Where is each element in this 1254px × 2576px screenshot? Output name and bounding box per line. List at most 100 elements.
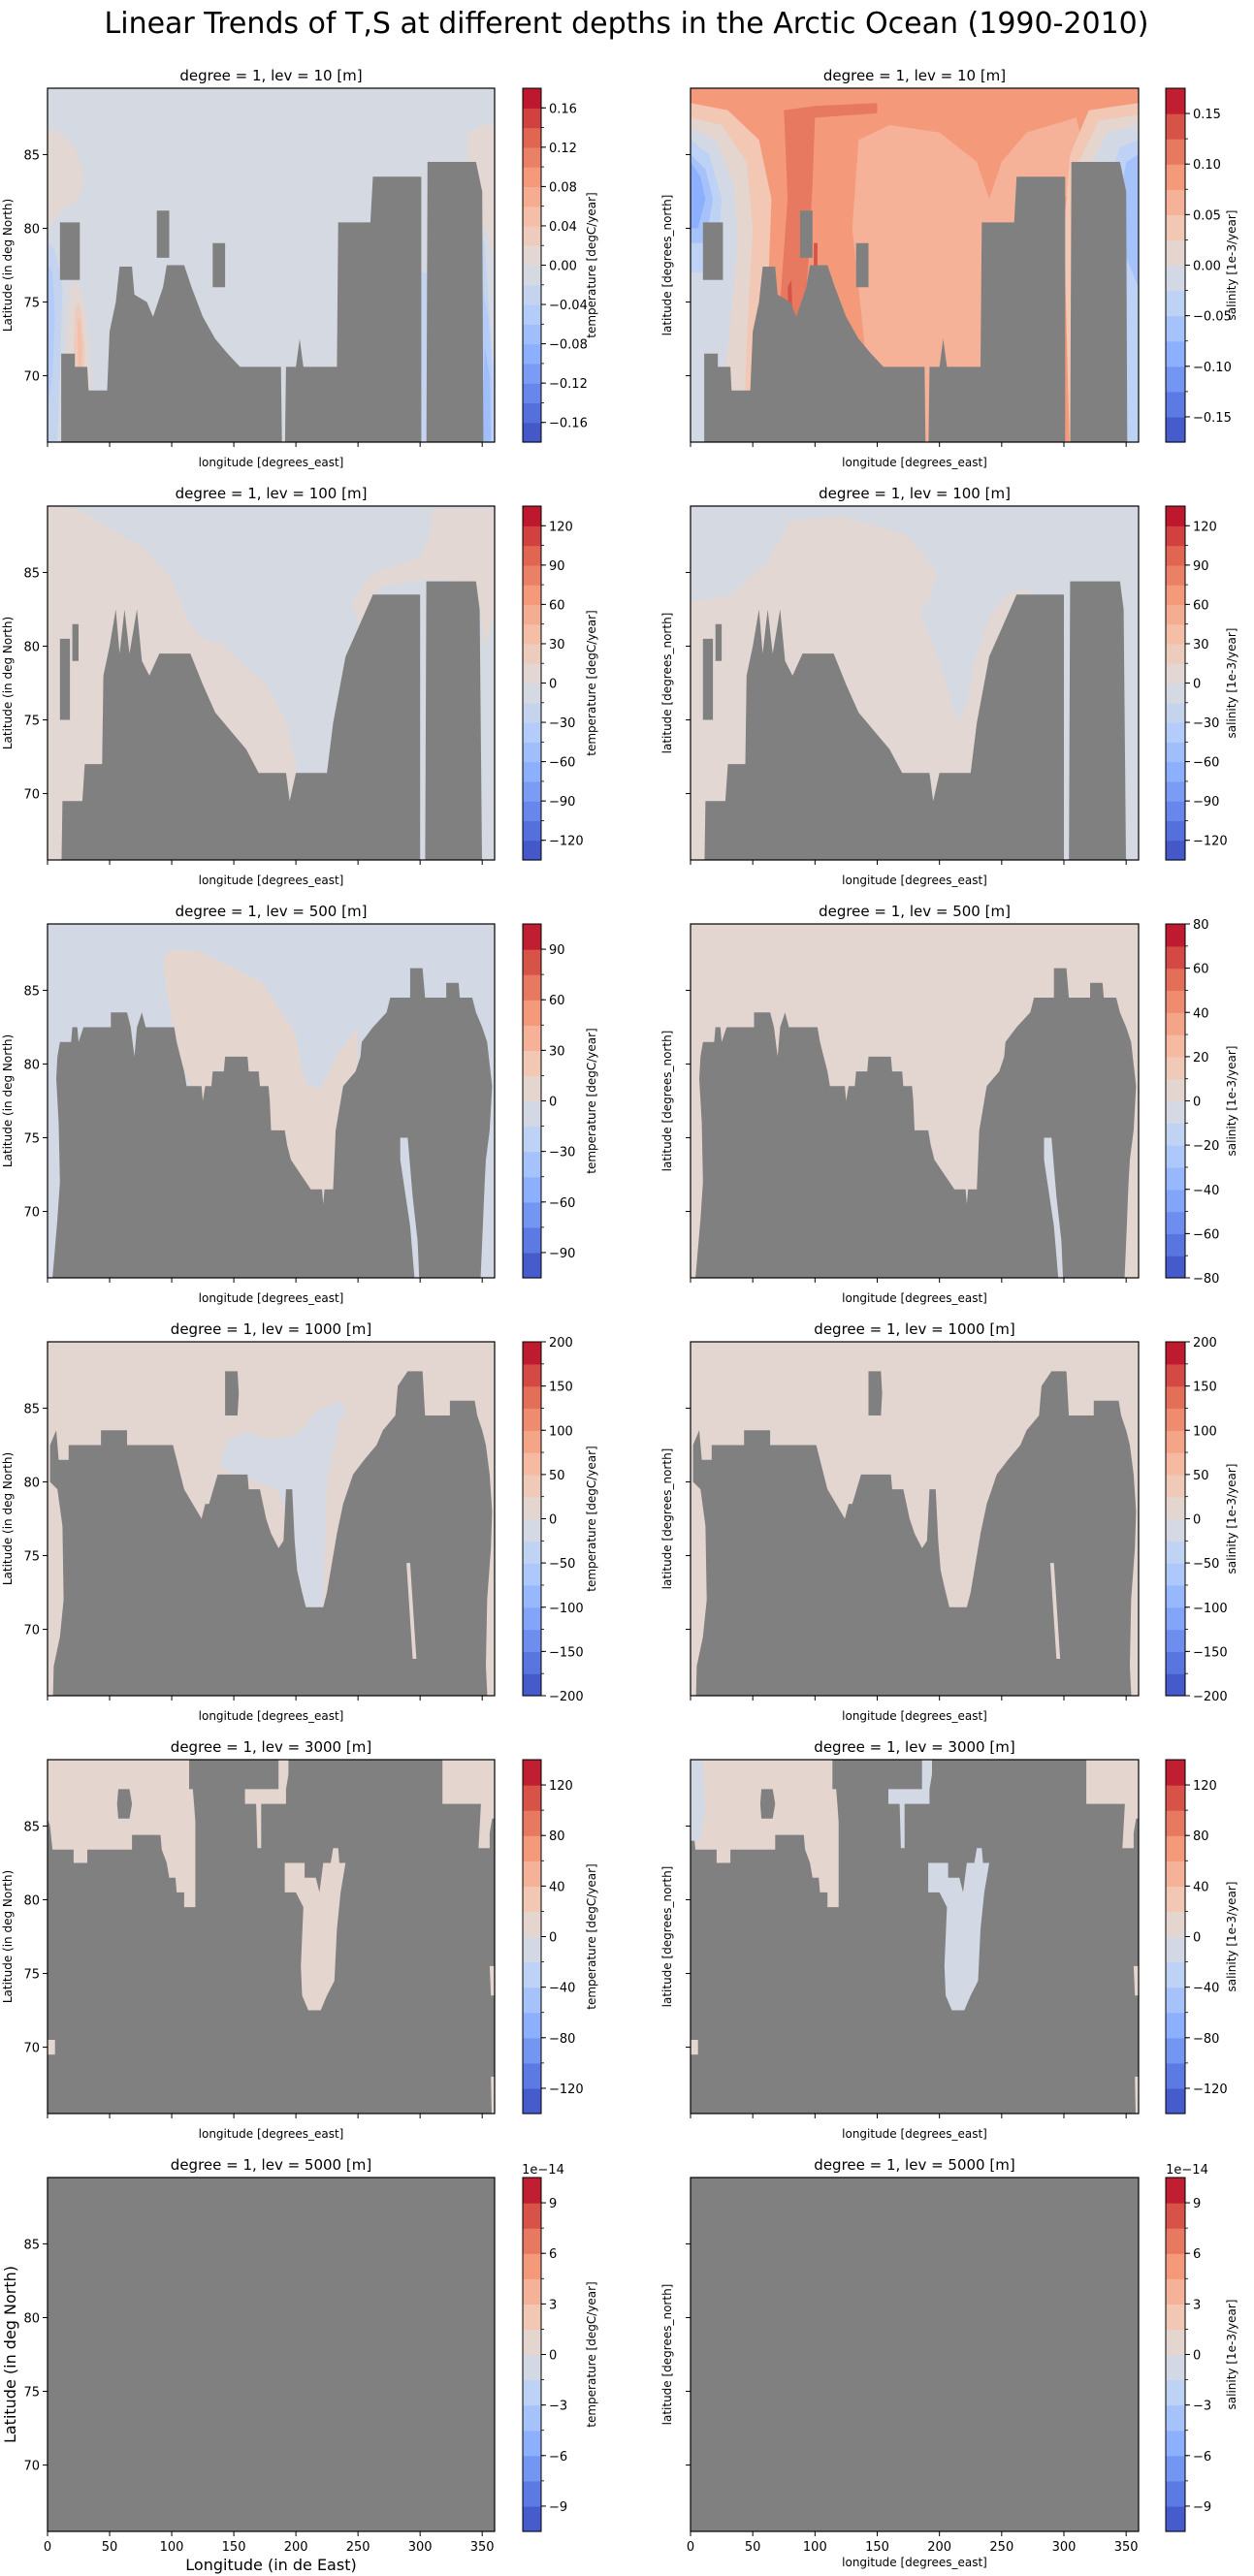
y-tick-label: 70 <box>23 2042 40 2056</box>
colorbar-band <box>523 2379 541 2406</box>
colorbar-band <box>523 402 541 424</box>
colorbar-tick-label: 0 <box>1193 1096 1201 1110</box>
x-tick-label: 300 <box>408 2540 433 2555</box>
land-mask <box>704 581 1126 860</box>
contour-region <box>48 2040 55 2055</box>
colorbar-tick-label: 200 <box>1193 1336 1217 1351</box>
colorbar-band <box>523 1673 541 1697</box>
colorbar-tick-label: 40 <box>549 1880 565 1894</box>
colorbar-band <box>1166 1256 1185 1279</box>
colorbar-label: temperature [degC/year] <box>585 1446 598 1591</box>
colorbar-band <box>1166 1078 1185 1102</box>
colorbar-band <box>1166 1034 1185 1058</box>
colorbar-band <box>523 284 541 305</box>
colorbar-band <box>1166 2329 1185 2356</box>
colorbar-band <box>1166 945 1185 970</box>
colorbar-band <box>523 146 541 168</box>
colorbar-band <box>1166 2278 1185 2305</box>
colorbar-band <box>523 1100 541 1128</box>
colorbar-band <box>1166 1886 1185 1913</box>
colorbar-band <box>1166 239 1185 267</box>
colorbar-band <box>1166 1760 1185 1786</box>
axes-frame <box>690 87 1140 443</box>
land-mask <box>868 1371 883 1415</box>
colorbar-band <box>1166 780 1185 802</box>
colorbar-band <box>523 949 541 975</box>
colorbar-band <box>1166 88 1185 114</box>
colorbar-tick-label: 120 <box>1193 520 1217 534</box>
colorbar-tick-label: 20 <box>1193 1051 1209 1065</box>
land-mask <box>691 1760 1139 2114</box>
colorbar-band <box>523 2354 541 2381</box>
y-axis-label: latitude [degrees_north] <box>660 195 674 336</box>
colorbar-tick-label: 100 <box>1193 1424 1217 1439</box>
axes-frame <box>690 1341 1140 1697</box>
contour-plot-area <box>48 1342 495 1696</box>
colorbar-band <box>523 1176 541 1203</box>
colorbar-band <box>523 1584 541 1608</box>
contour-region <box>691 162 706 229</box>
colorbar-tick-label: −60 <box>549 756 575 771</box>
contour-plot-area <box>48 924 495 1278</box>
subplot-3: degree = 1, lev = 100 [m] longitude [degr… <box>660 485 1238 887</box>
colorbar-band <box>523 1025 541 1051</box>
contour-region <box>284 1848 346 2011</box>
y-tick-label: 75 <box>23 2386 40 2401</box>
colorbar: 0.16 0.12 0.08 0.04 0.00 −0.04 −0.08 −0.12 −0.16… <box>522 87 598 443</box>
axes-frame <box>47 2177 496 2532</box>
colorbar-tick-label: −0.08 <box>549 338 588 353</box>
colorbar-band <box>523 245 541 267</box>
colorbar-band <box>523 623 541 645</box>
colorbar-band <box>1166 189 1185 215</box>
colorbar-tick-label: 150 <box>1193 1381 1217 1395</box>
axes-frame <box>47 1759 496 2115</box>
y-tick-label: 70 <box>23 1624 40 1638</box>
colorbar-band <box>523 1363 541 1387</box>
subplot-title: degree = 1, lev = 10 [m] <box>823 67 1006 84</box>
colorbar-band <box>1166 1430 1185 1453</box>
colorbar-tick-label: −100 <box>549 1602 584 1616</box>
colorbar-band <box>1166 545 1185 566</box>
colorbar-offset-text: 1e−14 <box>522 2163 564 2178</box>
x-axis-label: longitude [degrees_east] <box>842 456 987 469</box>
y-tick-label: 75 <box>23 1968 40 1983</box>
colorbar-band <box>1166 1342 1185 1365</box>
x-tick-label: 350 <box>470 2540 495 2555</box>
contour-region <box>1133 1965 1139 1996</box>
x-tick-label: 250 <box>989 2540 1013 2555</box>
y-axis-label: latitude [degrees_north] <box>660 2284 674 2426</box>
y-tick-label: 80 <box>23 1893 40 1908</box>
x-axis-label: longitude [degrees_east] <box>199 1291 344 1305</box>
colorbar-band <box>523 974 541 1001</box>
colorbar-band <box>1166 2012 1185 2039</box>
colorbar-band <box>523 1886 541 1913</box>
colorbar-tick-label: −120 <box>1193 835 1228 849</box>
colorbar-label: temperature [degC/year] <box>585 1028 598 1173</box>
colorbar-tick-label: 0.08 <box>549 180 577 195</box>
colorbar-tick-label: −9 <box>549 2500 567 2515</box>
colorbar-tick-label: −80 <box>1193 2032 1219 2047</box>
contour-region <box>221 1400 346 1607</box>
colorbar-band <box>523 1563 541 1586</box>
y-axis-label: latitude [degrees_north] <box>660 613 674 754</box>
colorbar-band <box>523 2455 541 2482</box>
colorbar-band <box>523 585 541 605</box>
y-tick-label: 80 <box>23 222 40 237</box>
colorbar-band <box>523 1408 541 1431</box>
colorbar-tick-label: 0 <box>1193 1931 1201 1946</box>
colorbar: 120 90 60 30 0 −30 −60 −90 −120 temperature [degC… <box>522 505 598 861</box>
colorbar-band <box>523 324 541 345</box>
colorbar-tick-label: −9 <box>1193 2500 1211 2515</box>
colorbar-tick-label: −120 <box>1193 2083 1228 2097</box>
y-tick-label: 70 <box>23 788 40 803</box>
colorbar-tick-label: 80 <box>1193 918 1209 933</box>
contour-plot-area <box>48 2178 495 2531</box>
colorbar-band <box>1166 1606 1185 1631</box>
land-mask <box>61 162 484 442</box>
colorbar-band <box>1166 742 1185 763</box>
colorbar-tick-label: 120 <box>549 520 573 534</box>
colorbar-label: temperature [degC/year] <box>585 2281 598 2427</box>
colorbar: 120 80 40 0 −40 −80 −120 salinity [1e-3/year] <box>1165 1759 1238 2115</box>
contour-region <box>48 1760 196 1908</box>
contour-plot-area <box>48 506 495 860</box>
